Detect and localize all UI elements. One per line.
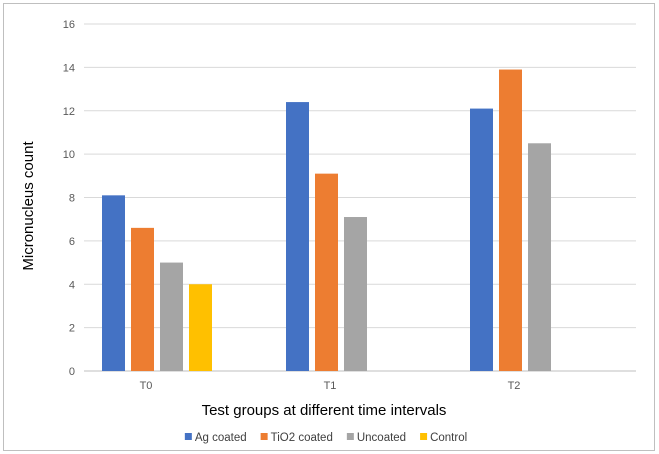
legend-item: Ag coated [185,432,247,444]
y-tick-labels: 0 2 4 6 8 10 12 14 16 [63,19,75,378]
x-axis-title: Test groups at different time intervals [202,402,447,419]
legend-swatch [261,433,268,440]
bar [160,263,183,371]
y-tick-label: 10 [63,149,75,161]
x-tick-label: T0 [140,380,153,392]
bar [499,70,522,371]
bar [315,174,338,371]
bar [131,228,154,371]
legend-label: TiO2 coated [271,432,333,444]
bar [189,284,212,371]
bar [528,143,551,371]
y-tick-label: 4 [69,279,75,291]
x-tick-labels: T0 T1 T2 [140,380,521,392]
legend-label: Control [430,432,467,444]
legend-swatch [420,433,427,440]
x-tick-label: T2 [508,380,521,392]
y-axis-title: Micronucleus count [20,141,37,271]
bar [286,102,309,371]
y-tick-label: 14 [63,62,75,74]
legend-item: Uncoated [347,432,406,444]
y-tick-label: 2 [69,323,75,335]
legend-swatch [347,433,354,440]
legend: Ag coated TiO2 coated Uncoated Control [185,432,467,444]
y-tick-label: 12 [63,106,75,118]
y-tick-label: 16 [63,19,75,31]
y-tick-label: 8 [69,193,75,205]
chart-frame: 0 2 4 6 8 10 12 14 16 T0 T1 T2 Micronucleus count … [3,3,655,451]
bar [102,195,125,371]
legend-label: Ag coated [195,432,247,444]
legend-label: Uncoated [357,432,406,444]
y-tick-label: 6 [69,236,75,248]
bar [344,217,367,371]
bars [102,70,551,371]
x-tick-label: T1 [324,380,337,392]
y-tick-label: 0 [69,366,75,378]
legend-item: TiO2 coated [261,432,333,444]
legend-swatch [185,433,192,440]
legend-item: Control [420,432,467,444]
bar [470,109,493,371]
